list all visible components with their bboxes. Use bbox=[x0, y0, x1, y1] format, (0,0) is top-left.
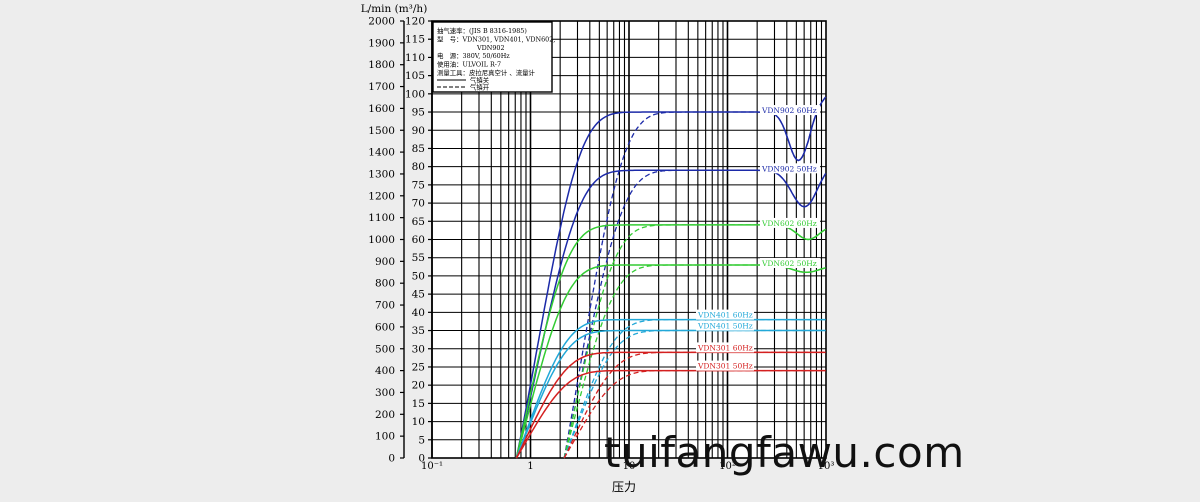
left-axis-tick-label: 1900 bbox=[368, 37, 395, 49]
right-axis-tick-label: 105 bbox=[405, 70, 425, 82]
series-line-dashed bbox=[563, 329, 825, 459]
legend-text: 型 号：VDN301, VDN401, VDN602, bbox=[437, 34, 555, 43]
series-line-dashed bbox=[563, 264, 825, 459]
series-label: VDN902 50Hz bbox=[761, 164, 817, 173]
series-label-bg bbox=[696, 342, 754, 353]
left-axis-tick-label: 2000 bbox=[368, 16, 395, 28]
series-label: VDN902 60Hz bbox=[761, 106, 817, 115]
left-axis-tick-label: 500 bbox=[375, 343, 395, 355]
right-axis-tick-label: 55 bbox=[412, 252, 425, 264]
left-axis-tick-label: 1800 bbox=[368, 59, 395, 71]
left-axis-tick-label: 300 bbox=[375, 387, 395, 399]
series-label: VDN401 60Hz bbox=[697, 311, 753, 320]
left-axis-tick-label: 1200 bbox=[368, 190, 395, 202]
left-axis-tick-label: 200 bbox=[375, 409, 395, 421]
left-axis-tick-label: 1400 bbox=[368, 147, 395, 159]
right-axis-tick-label: 50 bbox=[412, 270, 425, 282]
left-axis-tick-label: 1700 bbox=[368, 81, 395, 93]
series-line-dashed bbox=[563, 351, 825, 459]
series-line bbox=[515, 318, 826, 459]
left-axis-title: L/min (m³/h) bbox=[361, 3, 428, 15]
right-axis-tick-label: 110 bbox=[405, 52, 425, 64]
left-axis-tick-label: 900 bbox=[375, 256, 395, 268]
series-label-bg bbox=[760, 217, 820, 228]
legend-item-label: 气镇关 bbox=[470, 76, 490, 85]
right-axis-tick-label: 85 bbox=[412, 143, 425, 155]
left-axis-tick-label: 600 bbox=[375, 321, 395, 333]
series-label: VDN301 50Hz bbox=[697, 362, 753, 371]
series-line-dashed bbox=[563, 98, 825, 459]
right-axis-tick-label: 115 bbox=[405, 34, 425, 46]
right-axis-tick-label: 120 bbox=[405, 16, 425, 28]
series-label: VDN401 50Hz bbox=[697, 322, 753, 331]
right-axis-tick-label: 20 bbox=[412, 380, 425, 392]
left-axis-tick-label: 1000 bbox=[368, 234, 395, 246]
series-line-dashed bbox=[563, 369, 825, 459]
x-axis-title: 压力 bbox=[612, 480, 636, 494]
x-axis-tick-label: 10³ bbox=[818, 461, 835, 472]
right-axis-tick-label: 70 bbox=[412, 198, 425, 210]
series-label-bg bbox=[760, 105, 820, 116]
series-line bbox=[515, 329, 826, 459]
series-label-bg bbox=[760, 257, 820, 268]
left-axis-tick-label: 700 bbox=[375, 300, 395, 312]
left-axis-tick-label: 1100 bbox=[368, 212, 395, 224]
legend-text: 测量工具：皮拉尼真空计 、流量计 bbox=[437, 68, 535, 77]
left-axis-tick-label: 1300 bbox=[368, 168, 395, 180]
right-axis-tick-label: 100 bbox=[405, 88, 425, 100]
right-axis-tick-label: 65 bbox=[412, 216, 425, 228]
right-axis-tick-label: 95 bbox=[412, 107, 425, 119]
right-axis-tick-label: 80 bbox=[412, 161, 425, 173]
right-axis-tick-label: 90 bbox=[412, 125, 425, 137]
right-axis-tick-label: 30 bbox=[412, 343, 425, 355]
right-axis-tick-label: 35 bbox=[412, 325, 425, 337]
right-axis-tick-label: 25 bbox=[412, 361, 425, 373]
series-label: VDN602 50Hz bbox=[761, 259, 817, 268]
legend-text: VDN902 bbox=[476, 44, 505, 52]
right-axis-tick-label: 60 bbox=[412, 234, 425, 246]
left-axis-tick-label: 0 bbox=[388, 453, 395, 465]
right-axis-tick-label: 15 bbox=[412, 398, 425, 410]
legend-text: 抽气速率：(JIS B 8316-1985) bbox=[437, 26, 527, 35]
x-axis-tick-label: 1 bbox=[527, 461, 533, 472]
left-axis-tick-label: 1600 bbox=[368, 103, 395, 115]
series-label: VDN602 60Hz bbox=[761, 219, 817, 228]
right-axis-tick-label: 40 bbox=[412, 307, 425, 319]
series-label: VDN301 60Hz bbox=[697, 343, 753, 352]
right-axis-tick-label: 5 bbox=[418, 434, 425, 446]
legend-item-label: 气镇开 bbox=[470, 83, 490, 92]
series-label-bg bbox=[696, 360, 754, 371]
right-axis-tick-label: 10 bbox=[412, 416, 425, 428]
series-label-bg bbox=[696, 320, 754, 331]
left-axis-tick-label: 1500 bbox=[368, 125, 395, 137]
watermark: tuifangfawu.com bbox=[604, 428, 965, 477]
series-line-dashed bbox=[563, 169, 825, 459]
left-axis-tick-label: 800 bbox=[375, 278, 395, 290]
series-label-bg bbox=[696, 309, 754, 320]
series-line-dashed bbox=[563, 318, 825, 459]
x-axis-tick-label: 10 bbox=[623, 461, 636, 472]
left-axis-tick-label: 400 bbox=[375, 365, 395, 377]
right-axis-tick-label: 0 bbox=[418, 453, 425, 465]
x-axis-tick-label: 10⁻¹ bbox=[421, 461, 443, 472]
right-axis-tick-label: 45 bbox=[412, 289, 425, 301]
legend-text: 电 源：380V, 50/60Hz bbox=[437, 51, 510, 60]
series-label-bg bbox=[760, 163, 820, 174]
legend-text: 使用油：ULVOIL R-7 bbox=[437, 60, 501, 69]
x-axis-tick-label: 10² bbox=[719, 461, 736, 472]
right-axis-tick-label: 75 bbox=[412, 179, 425, 191]
left-axis-tick-label: 100 bbox=[375, 431, 395, 443]
